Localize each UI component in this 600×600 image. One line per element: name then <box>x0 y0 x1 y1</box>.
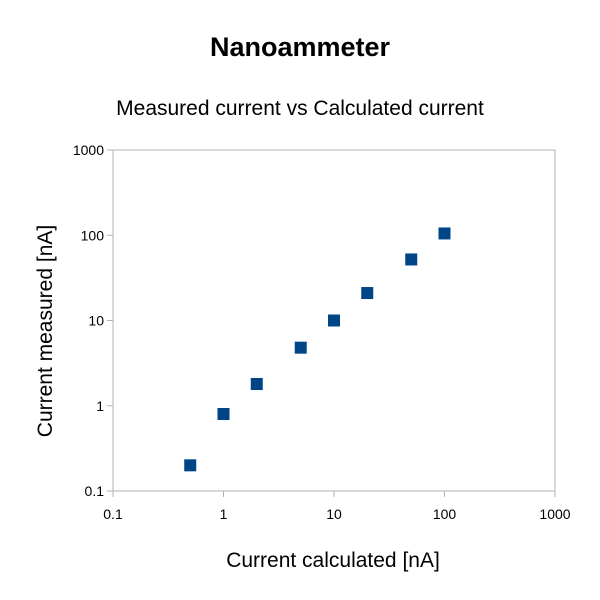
data-point <box>250 377 263 390</box>
x-tick-label: 100 <box>433 506 457 522</box>
x-tick-label: 1 <box>220 506 228 522</box>
y-tick-label: 1000 <box>73 142 104 158</box>
x-axis-ticks: 0.1 1 10 100 1000 <box>103 491 571 522</box>
y-tick-label: 100 <box>81 227 105 243</box>
y-tick-label: 10 <box>88 313 104 329</box>
y-tick-label: 0.1 <box>85 483 105 499</box>
x-axis-title: Current calculated [nA] <box>226 549 440 572</box>
y-axis-ticks: 0.1 1 10 100 1000 <box>73 142 113 499</box>
chart-subtitle: Measured current vs Calculated current <box>116 97 484 120</box>
data-point <box>184 459 197 472</box>
x-tick-label: 10 <box>326 506 342 522</box>
data-point <box>361 287 374 300</box>
data-point <box>328 314 340 327</box>
data-point <box>294 341 307 354</box>
data-markers <box>184 227 451 472</box>
data-point <box>217 408 230 421</box>
y-tick-label: 1 <box>96 398 104 414</box>
data-point <box>438 227 451 240</box>
chart-title: Nanoammeter <box>210 32 391 62</box>
y-axis-title: Current measured [nA] <box>34 225 57 437</box>
data-point <box>405 253 418 266</box>
x-tick-label: 0.1 <box>103 506 123 522</box>
x-tick-label: 1000 <box>539 506 570 522</box>
